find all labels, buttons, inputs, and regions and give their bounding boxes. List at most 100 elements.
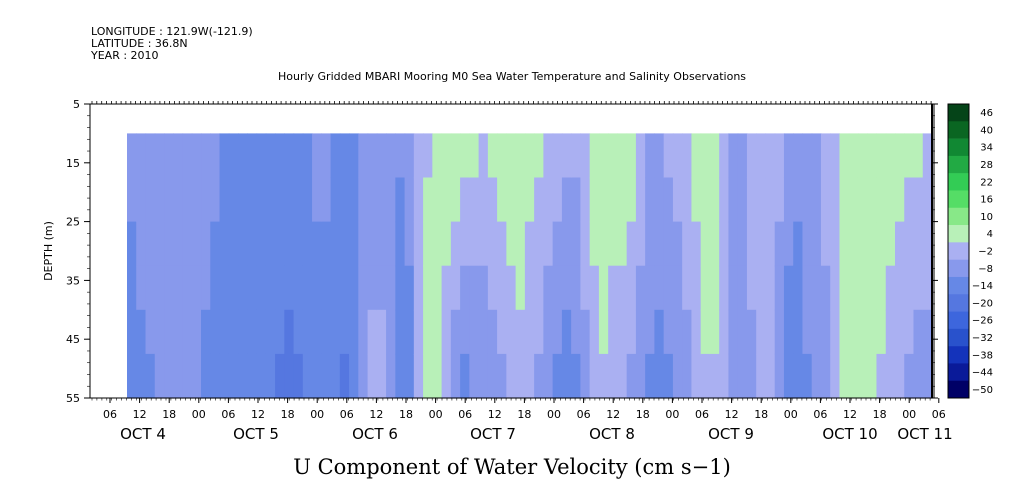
- heat-cell: [922, 133, 933, 179]
- heat-cell: [256, 221, 267, 267]
- heat-cell: [913, 177, 924, 223]
- heat-cell: [524, 177, 535, 223]
- heat-cell: [534, 309, 544, 355]
- heat-cell: [571, 265, 581, 311]
- heat-cell: [793, 265, 804, 311]
- heat-cell: [460, 221, 470, 267]
- heat-cell: [654, 353, 665, 399]
- heat-cell: [561, 309, 572, 355]
- hour-tick-label: 06: [695, 408, 709, 421]
- heat-cell: [876, 133, 887, 179]
- heat-cell: [598, 177, 609, 223]
- heat-cell: [820, 177, 831, 223]
- y-axis-title: DEPTH (m): [42, 221, 55, 281]
- heat-cell: [136, 177, 147, 223]
- heat-cell: [589, 353, 600, 399]
- heat-cell: [339, 221, 350, 267]
- heat-cell: [728, 265, 739, 311]
- heat-cell: [478, 309, 489, 355]
- heat-cell: [423, 309, 433, 355]
- heat-cell: [857, 353, 868, 399]
- heat-cell: [645, 265, 656, 311]
- year-label: YEAR : 2010: [90, 49, 159, 62]
- heat-cell: [367, 133, 378, 179]
- heat-cell: [793, 309, 804, 355]
- colorbar-swatch: [948, 380, 969, 399]
- heat-cell: [830, 221, 841, 267]
- heat-cell: [719, 353, 730, 399]
- heat-cell: [848, 221, 859, 267]
- heat-cell: [561, 353, 572, 399]
- heat-cell: [201, 221, 211, 267]
- heat-cell: [580, 353, 591, 399]
- heat-cell: [774, 133, 785, 179]
- heat-cell: [321, 133, 332, 179]
- heat-cell: [201, 265, 211, 311]
- colorbar-label: 4: [987, 229, 993, 240]
- heat-cell: [617, 177, 628, 223]
- heat-cell: [626, 309, 637, 355]
- heat-cell: [756, 353, 767, 399]
- heat-cell: [358, 265, 369, 311]
- bottom-ticks: 06 12 18 00 06 12 18 00 06 12 18 00 06 12 18 00 06 12 18 00…: [91, 398, 953, 443]
- heat-cell: [219, 133, 230, 179]
- heat-cell: [515, 133, 526, 179]
- heat-cell: [617, 353, 628, 399]
- heat-cell: [894, 221, 905, 267]
- heat-cell: [358, 309, 369, 355]
- heat-cell: [515, 353, 526, 399]
- heat-cell: [672, 265, 683, 311]
- heat-cell: [867, 265, 878, 311]
- heat-cell: [293, 265, 304, 311]
- hour-tick-label: 06: [103, 408, 117, 421]
- heat-cell: [228, 177, 239, 223]
- colorbar-label: 28: [980, 160, 993, 171]
- heat-cell: [367, 265, 378, 311]
- heat-cell: [256, 177, 267, 223]
- heat-cell: [210, 265, 221, 311]
- heat-cell: [367, 221, 378, 267]
- heat-cell: [460, 133, 470, 179]
- heat-cell: [793, 353, 804, 399]
- heat-cell: [321, 265, 332, 311]
- heat-cell: [654, 133, 665, 179]
- hour-tick-label: 18: [636, 408, 650, 421]
- colorbar-swatch: [948, 259, 969, 278]
- heat-cell: [247, 353, 258, 399]
- heat-cell: [127, 309, 137, 355]
- heat-cell: [293, 177, 304, 223]
- heat-cell: [682, 353, 693, 399]
- heat-cell: [275, 353, 285, 399]
- heat-cell: [228, 353, 239, 399]
- heat-cell: [182, 177, 193, 223]
- heat-cell: [284, 177, 295, 223]
- heat-cell: [756, 265, 767, 311]
- heat-cell: [876, 353, 887, 399]
- heat-cell: [682, 309, 693, 355]
- heat-cell: [885, 309, 896, 355]
- heat-cell: [191, 265, 202, 311]
- heat-cell: [136, 309, 147, 355]
- heat-cell: [802, 309, 813, 355]
- heat-cell: [728, 133, 739, 179]
- heat-cell: [478, 353, 489, 399]
- heat-cell: [339, 353, 350, 399]
- heat-cell: [904, 221, 915, 267]
- heat-cell: [497, 177, 507, 223]
- heat-cell: [219, 309, 230, 355]
- heat-cell: [709, 221, 720, 267]
- heat-cell: [238, 353, 248, 399]
- heat-cell: [460, 265, 470, 311]
- heat-cell: [867, 177, 878, 223]
- heat-cell: [145, 309, 156, 355]
- heat-cell: [830, 265, 841, 311]
- hour-tick-label: 00: [784, 408, 798, 421]
- heat-cell: [894, 133, 905, 179]
- heat-cell: [543, 353, 554, 399]
- heat-cell: [682, 265, 693, 311]
- heat-cell: [774, 177, 785, 223]
- heat-cell: [524, 353, 535, 399]
- heat-cell: [432, 177, 443, 223]
- heat-cell: [256, 309, 267, 355]
